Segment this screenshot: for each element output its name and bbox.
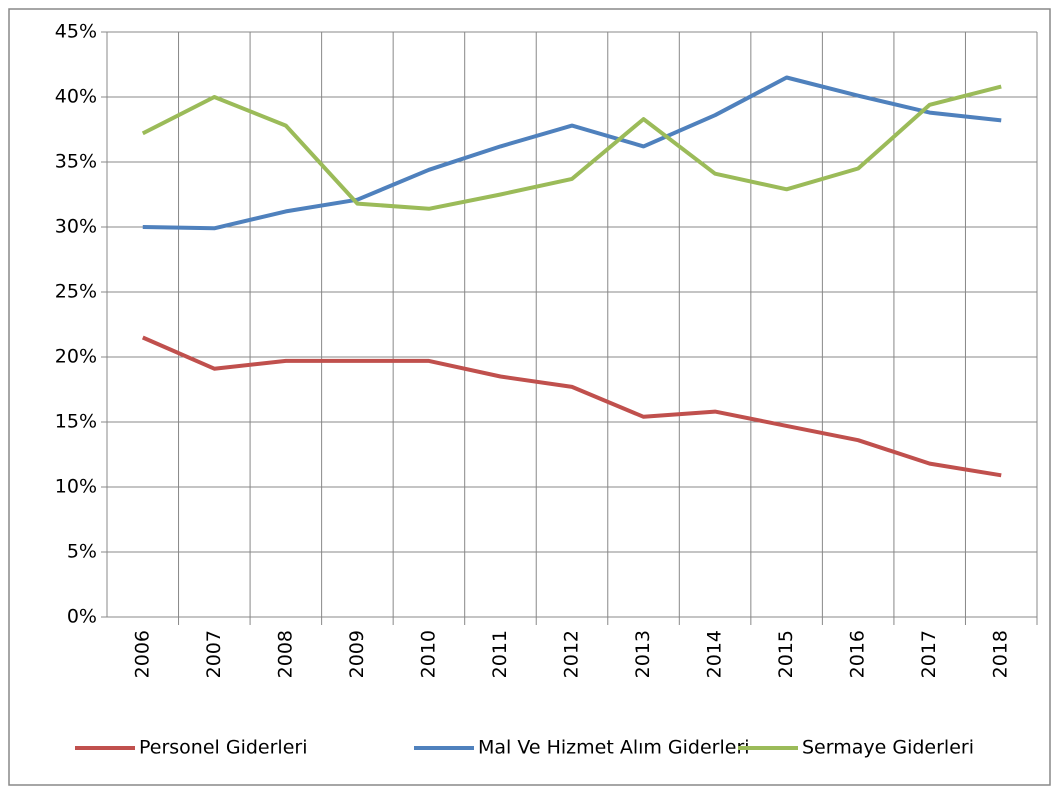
y-tick-label: 5%: [67, 541, 97, 563]
x-tick-label: 2018: [990, 630, 1012, 678]
series-line: [142, 75, 1002, 231]
legend-label: Mal Ve Hizmet Alım Giderleri: [478, 737, 750, 759]
x-tick-label: 2015: [775, 630, 797, 678]
y-tick-label: 0%: [67, 606, 97, 628]
legend-label: Personel Giderleri: [139, 737, 307, 759]
y-tick-label: 40%: [55, 86, 97, 108]
x-tick-label: 2012: [561, 630, 583, 678]
y-tick-label: 35%: [55, 151, 97, 173]
series-line: [141, 335, 1002, 478]
x-tick-label: 2011: [489, 630, 511, 678]
y-tick-label: 45%: [55, 21, 97, 43]
x-tick-label: 2007: [203, 630, 225, 678]
legend-label: Sermaye Giderleri: [802, 737, 974, 759]
y-tick-label: 20%: [55, 346, 97, 368]
x-tick-label: 2010: [417, 630, 439, 678]
series-line: [141, 84, 1002, 211]
y-tick-label: 15%: [55, 411, 97, 433]
x-tick-label: 2008: [274, 630, 296, 678]
y-tick-label: 30%: [55, 216, 97, 238]
x-tick-label: 2009: [346, 630, 368, 678]
x-tick-label: 2006: [131, 630, 153, 678]
y-tick-label: 10%: [55, 476, 97, 498]
x-tick-label: 2013: [632, 630, 654, 678]
y-tick-label: 25%: [55, 281, 97, 303]
x-tick-label: 2017: [918, 630, 940, 678]
x-tick-label: 2016: [847, 630, 869, 678]
x-tick-label: 2014: [704, 630, 726, 678]
